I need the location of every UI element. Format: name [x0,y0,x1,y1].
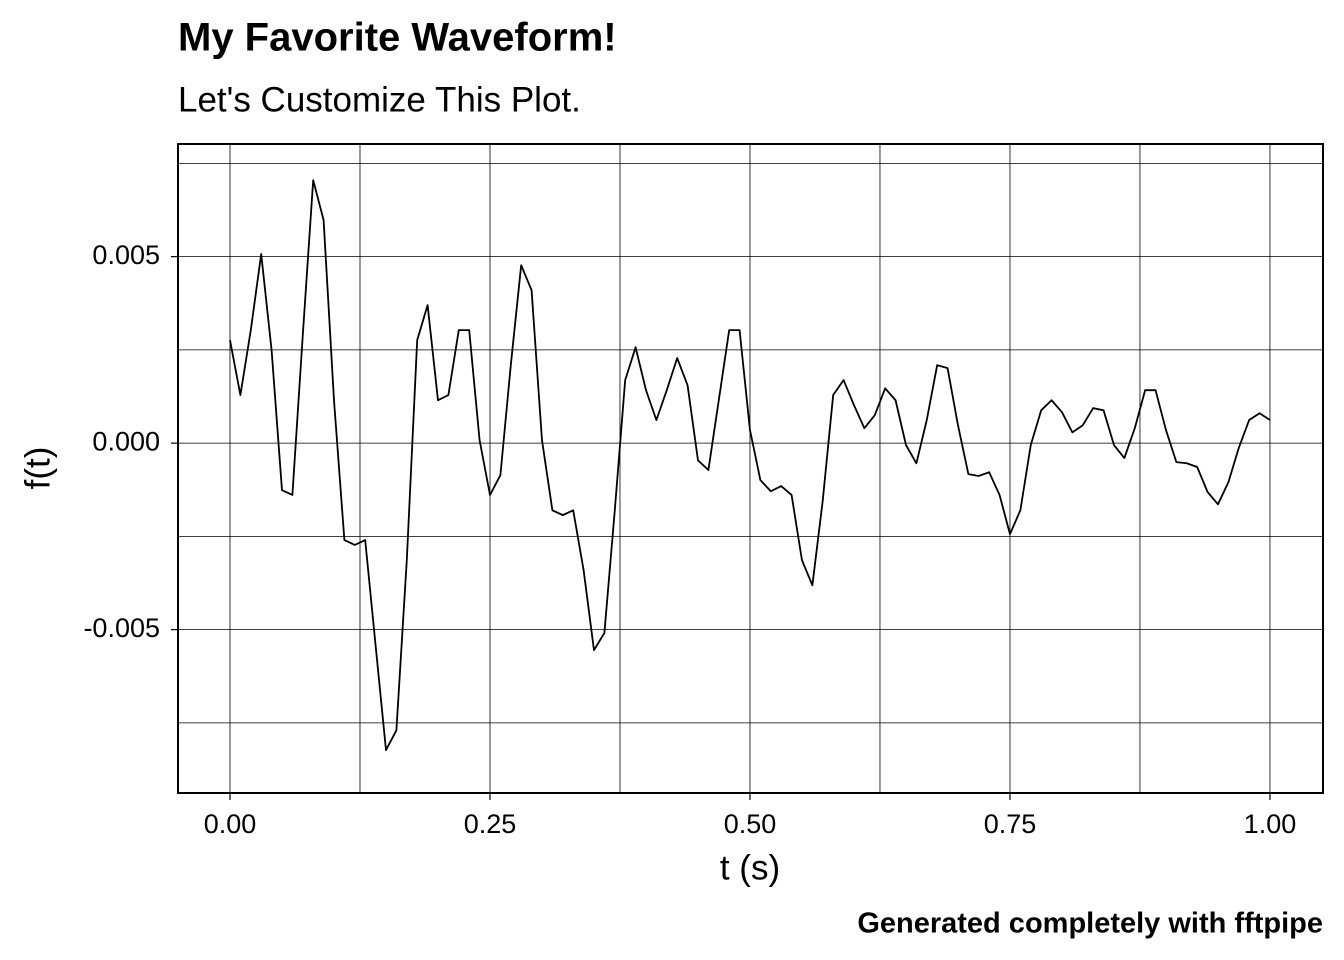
caption: Generated completely with fftpipe [857,908,1323,940]
y-axis-title: f(t) [18,447,57,490]
x-tick-label: 0.75 [984,809,1037,839]
x-tick-label: 0.00 [204,809,257,839]
x-tick-label: 0.25 [464,809,517,839]
x-tick-label: 1.00 [1244,809,1297,839]
y-tick-label: -0.005 [83,613,160,643]
x-tick-label: 0.50 [724,809,777,839]
chart-subtitle: Let's Customize This Plot. [178,80,581,119]
chart-title: My Favorite Waveform! [178,16,617,60]
plot-border [177,143,1324,794]
y-tick-label: 0.005 [92,240,160,270]
y-tick-label: 0.000 [92,426,160,456]
x-axis-title: t (s) [720,848,780,887]
waveform-line [229,179,1271,752]
